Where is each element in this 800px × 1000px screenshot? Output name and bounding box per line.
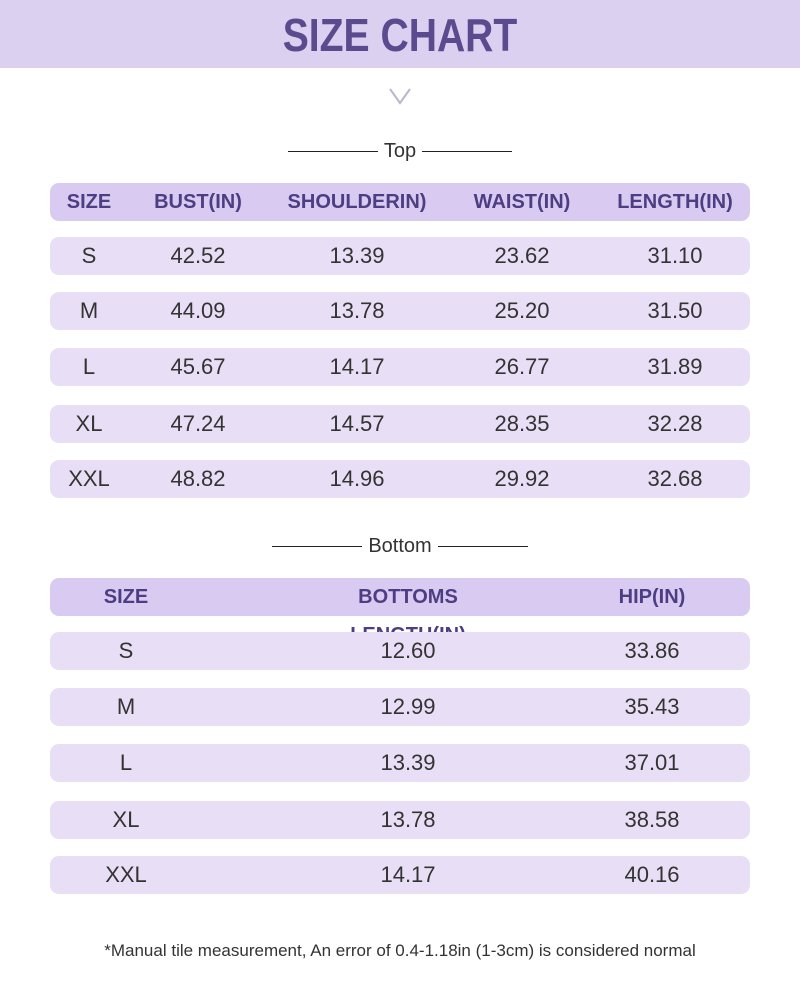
table-cell: 44.09 [170,298,226,323]
table-cell: 12.60 [380,638,436,663]
table-cell: 45.67 [170,354,226,379]
table-cell: XL [75,411,103,436]
table-cell: 48.82 [170,466,226,491]
table-cell: 13.39 [329,243,385,268]
table-cell: 28.35 [494,411,550,436]
table-cell: 32.28 [647,411,703,436]
table-cell: XXL [105,862,147,887]
table-cell: 32.68 [647,466,703,491]
column-header: SHOULDERIN) [287,191,427,213]
table-row: M 44.09 13.78 25.20 31.50 [50,292,750,330]
column-header: SIZE [103,586,149,608]
table-cell: M [79,298,99,323]
table-cell: 35.43 [624,694,680,719]
column-header: BOTTOMS LENGTH(IN) [350,586,466,646]
section-title: Bottom [0,535,800,558]
table-cell: XXL [68,466,110,491]
table-cell: 23.62 [494,243,550,268]
table-row: M 12.99 35.43 [50,688,750,726]
table-cell: 29.92 [494,466,550,491]
table-cell: 13.78 [329,298,385,323]
chevron-icon [389,88,411,105]
column-header: WAIST(IN) [473,191,571,213]
table-cell: 31.89 [647,354,703,379]
section-label: Top [383,140,417,162]
table-cell: 14.17 [329,354,385,379]
rule [287,150,378,153]
table-cell: 12.99 [380,694,436,719]
footnote: *Manual tile measurement, An error of 0.… [104,941,696,960]
table-row: S 12.60 33.86 [50,632,750,670]
table-cell: XL [112,807,140,832]
table-cell: 13.78 [380,807,436,832]
column-header: LENGTH(IN) [617,191,733,213]
table-row: L 45.67 14.17 26.77 31.89 [50,348,750,386]
table-cell: 47.24 [170,411,226,436]
rule [272,545,363,548]
rule [437,545,528,548]
section-title: Top [0,140,800,163]
page-title: SIZE CHART [282,9,518,61]
rule [422,150,513,153]
table-cell: 13.39 [380,750,436,775]
header-row: SIZE BOTTOMS LENGTH(IN) HIP(IN) [50,578,750,646]
table-cell: 37.01 [624,750,680,775]
table-cell: 14.57 [329,411,385,436]
table-cell: S [81,243,97,268]
table-cell: S [118,638,134,663]
table-cell: 14.96 [329,466,385,491]
header-row: SIZE BUST(IN) SHOULDERIN) WAIST(IN) LENGTH(I… [50,183,750,221]
table-row: S 42.52 13.39 23.62 31.10 [50,237,750,275]
header-band [0,0,800,68]
table-cell: 38.58 [624,807,680,832]
table-cell: 31.10 [647,243,703,268]
table-cell: 31.50 [647,298,703,323]
table-row: XXL 48.82 14.96 29.92 32.68 [50,460,750,498]
table-cell: 25.20 [494,298,550,323]
table-row: XXL 14.17 40.16 [50,856,750,894]
table-cell: L [119,750,133,775]
table-cell: M [116,694,136,719]
table-cell: 14.17 [380,862,436,887]
section-label: Bottom [368,535,432,557]
column-header: HIP(IN) [618,586,686,608]
table-row: XL 47.24 14.57 28.35 32.28 [50,405,750,443]
table-cell: 33.86 [624,638,680,663]
table-row: XL 13.78 38.58 [50,801,750,839]
table-cell: 26.77 [494,354,550,379]
column-header: SIZE [66,191,112,213]
table-cell: 42.52 [170,243,226,268]
table-cell: 40.16 [624,862,680,887]
table-row: L 13.39 37.01 [50,744,750,782]
table-cell: L [82,354,96,379]
column-header: BUST(IN) [154,191,242,213]
